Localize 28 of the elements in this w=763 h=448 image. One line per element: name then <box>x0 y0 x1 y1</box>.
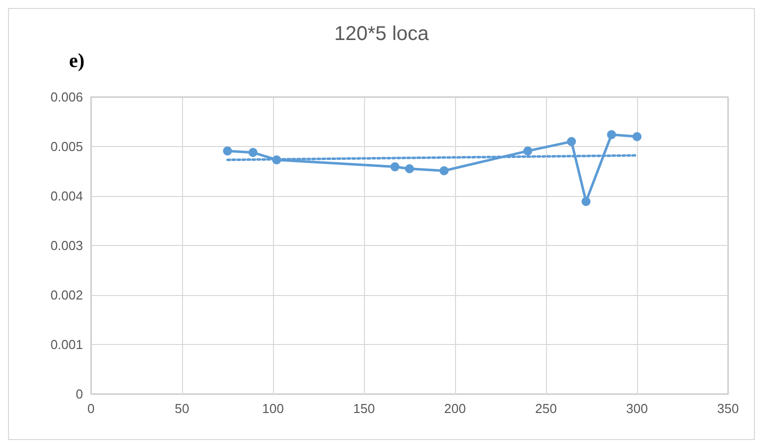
y-tick-label: 0.003 <box>50 238 83 253</box>
x-tick-label: 350 <box>717 401 739 416</box>
chart-title: 120*5 loca <box>334 23 430 45</box>
point <box>390 162 400 172</box>
point <box>632 132 642 142</box>
x-tick-label: 50 <box>174 401 190 416</box>
y-tick-label: 0 <box>76 386 83 402</box>
point <box>440 166 449 176</box>
point <box>248 148 258 157</box>
x-tick-label: 250 <box>535 401 557 416</box>
text: e) <box>69 50 85 72</box>
point <box>582 196 591 206</box>
point <box>607 130 616 140</box>
x-tick-label: 0 <box>87 401 95 416</box>
point <box>272 155 282 164</box>
x-tick-label: 100 <box>262 401 284 416</box>
point <box>223 146 232 156</box>
point <box>566 137 576 146</box>
point <box>523 146 532 156</box>
x-tick-label: 200 <box>444 401 466 416</box>
point <box>405 164 414 174</box>
y-tick-label: 0.001 <box>50 337 83 352</box>
y-tick-label: 0.005 <box>50 139 83 154</box>
y-tick-label: 0.002 <box>50 288 83 302</box>
x-tick-label: 150 <box>353 401 375 416</box>
y-tick-label: 0.004 <box>50 188 83 204</box>
x-tick-label: 300 <box>626 401 648 416</box>
y-tick-label: 0.006 <box>50 90 83 104</box>
